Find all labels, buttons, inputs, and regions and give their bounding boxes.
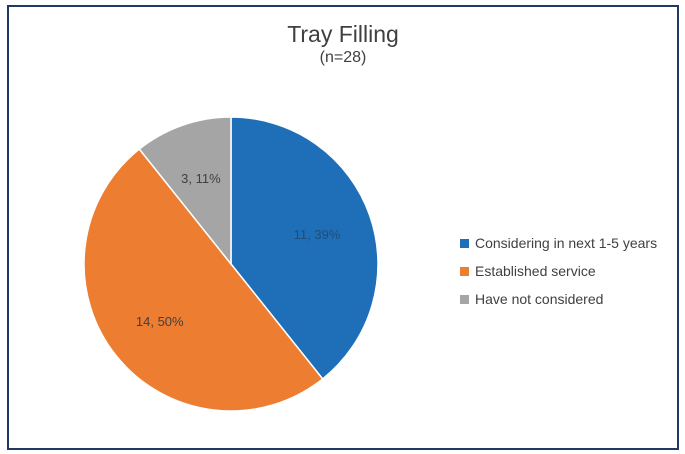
legend-label: Established service bbox=[475, 263, 596, 279]
legend-item-not-considered: Have not considered bbox=[460, 285, 657, 313]
chart-subtitle: (n=28) bbox=[319, 49, 367, 66]
legend-swatch bbox=[460, 238, 469, 248]
legend-swatch bbox=[460, 294, 469, 304]
slice-established bbox=[83, 148, 324, 412]
data-label-not-considered: 3, 11% bbox=[181, 171, 221, 186]
slice-considering bbox=[230, 116, 379, 380]
data-label-considering: 11, 39% bbox=[294, 227, 341, 242]
data-label-established: 14, 50% bbox=[136, 314, 184, 329]
chart-title: Tray Filling bbox=[287, 21, 399, 47]
legend-label: Have not considered bbox=[475, 291, 604, 307]
legend: Considering in next 1-5 years Establishe… bbox=[460, 229, 657, 313]
slice-not-considered bbox=[138, 116, 232, 267]
legend-item-established: Established service bbox=[460, 257, 657, 285]
chart-frame: Tray Filling (n=28) 11, 39% 14, 50% 3, 11%… bbox=[7, 5, 679, 450]
legend-swatch bbox=[460, 266, 469, 276]
pie-chart: 11, 39% 14, 50% 3, 11% bbox=[83, 116, 379, 412]
legend-item-considering: Considering in next 1-5 years bbox=[460, 229, 657, 257]
legend-label: Considering in next 1-5 years bbox=[475, 235, 658, 251]
